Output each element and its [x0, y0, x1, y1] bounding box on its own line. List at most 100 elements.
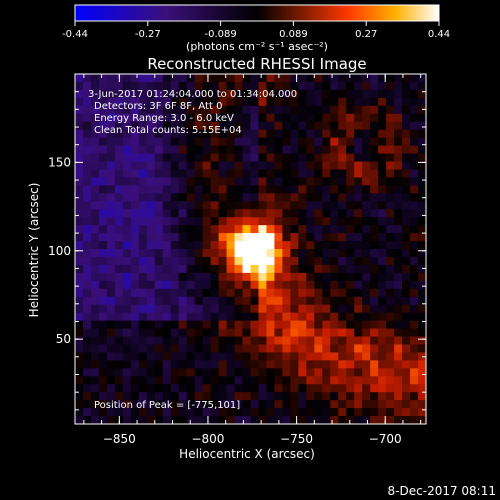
heatmap-cell	[162, 169, 172, 178]
heatmap-cell	[138, 344, 148, 353]
heatmap-cell	[242, 225, 251, 234]
heatmap-cell	[378, 113, 387, 123]
heatmap-cell	[330, 408, 339, 417]
heatmap-cell	[362, 272, 371, 282]
heatmap-cell	[114, 105, 124, 115]
heatmap-cell	[106, 97, 116, 107]
heatmap-cell	[82, 169, 92, 178]
heatmap-cell	[338, 209, 347, 218]
heatmap-cell	[370, 89, 379, 99]
heatmap-cell	[306, 145, 315, 154]
heatmap-cell	[378, 153, 387, 162]
heatmap-cell	[266, 153, 275, 162]
heatmap-cell	[202, 89, 212, 99]
heatmap-cell	[218, 81, 227, 91]
heatmap-cell	[322, 185, 331, 194]
heatmap-cell	[250, 169, 259, 178]
heatmap-cell	[90, 233, 100, 242]
heatmap-cell	[410, 105, 419, 115]
y-axis-label: Heliocentric Y (arcsec)	[27, 183, 41, 318]
heatmap-cell	[90, 121, 100, 131]
heatmap-cell	[242, 392, 251, 401]
heatmap-cell	[130, 225, 140, 234]
heatmap-cell	[306, 304, 315, 314]
heatmap-cell	[418, 81, 427, 91]
heatmap-cell	[122, 105, 132, 115]
heatmap-cell	[178, 352, 188, 361]
heatmap-cell	[370, 225, 379, 234]
heatmap-cell	[282, 113, 291, 123]
heatmap-cell	[178, 408, 188, 417]
heatmap-cell	[210, 193, 219, 202]
heatmap-cell	[346, 97, 355, 107]
heatmap-cell	[194, 121, 204, 131]
heatmap-cell	[194, 113, 204, 123]
heatmap-cell	[338, 272, 347, 282]
heatmap-cell	[282, 304, 291, 314]
heatmap-cell	[178, 201, 188, 210]
heatmap-cell	[130, 312, 140, 321]
heatmap-cell	[394, 161, 403, 170]
heatmap-cell	[306, 320, 315, 329]
heatmap-cell	[258, 137, 267, 146]
heatmap-cell	[402, 328, 411, 337]
heatmap-cell	[290, 74, 299, 83]
heatmap-cell	[106, 304, 116, 314]
heatmap-cell	[138, 217, 148, 226]
heatmap-cell	[250, 113, 259, 123]
heatmap-cell	[154, 225, 164, 234]
heatmap-cell	[258, 241, 267, 250]
heatmap-cell	[122, 368, 132, 377]
heatmap-cell	[282, 201, 291, 210]
heatmap-cell	[290, 312, 299, 321]
heatmap-cell	[274, 272, 283, 282]
heatmap-cell	[154, 137, 164, 146]
heatmap-cell	[178, 360, 188, 369]
heatmap-cell	[122, 344, 132, 353]
heatmap-cell	[378, 209, 387, 218]
heatmap-cell	[362, 105, 371, 115]
heatmap-cell	[106, 296, 116, 306]
heatmap-cell	[162, 161, 172, 170]
heatmap-cell	[194, 89, 204, 99]
heatmap-cell	[138, 129, 148, 139]
heatmap-cell	[362, 249, 371, 258]
heatmap-cell	[242, 304, 251, 314]
heatmap-cell	[378, 137, 387, 146]
heatmap-cell	[266, 137, 275, 146]
heatmap-cell	[194, 344, 204, 353]
heatmap-cell	[402, 81, 411, 91]
heatmap-cell	[330, 225, 339, 234]
heatmap-cell	[266, 177, 275, 186]
heatmap-cell	[338, 392, 347, 401]
heatmap-cell	[234, 360, 243, 369]
heatmap-cell	[130, 185, 140, 194]
heatmap-cell	[154, 352, 164, 361]
heatmap-cell	[410, 225, 419, 234]
heatmap-cell	[402, 408, 411, 417]
heatmap-cell	[234, 129, 243, 139]
heatmap-cell	[234, 137, 243, 146]
heatmap-cell	[242, 344, 251, 353]
heatmap-cell	[362, 400, 371, 409]
heatmap-cell	[338, 177, 347, 186]
heatmap-cell	[362, 408, 371, 417]
heatmap-cell	[314, 352, 323, 361]
heatmap-cell	[290, 352, 299, 361]
heatmap-cell	[242, 145, 251, 154]
heatmap-cell	[314, 105, 323, 115]
heatmap-cell	[354, 121, 363, 131]
heatmap-cell	[146, 233, 156, 242]
heatmap-cell	[354, 368, 363, 377]
heatmap-cell	[282, 312, 291, 321]
heatmap-cell	[322, 233, 331, 242]
heatmap-cell	[402, 264, 411, 274]
heatmap-cell	[242, 185, 251, 194]
heatmap-cell	[354, 153, 363, 162]
heatmap-cell	[298, 217, 307, 226]
heatmap-cell	[82, 233, 92, 242]
heatmap-cell	[410, 81, 419, 91]
heatmap-cell	[378, 320, 387, 329]
heatmap-cell	[202, 256, 212, 266]
heatmap-cell	[146, 360, 156, 369]
